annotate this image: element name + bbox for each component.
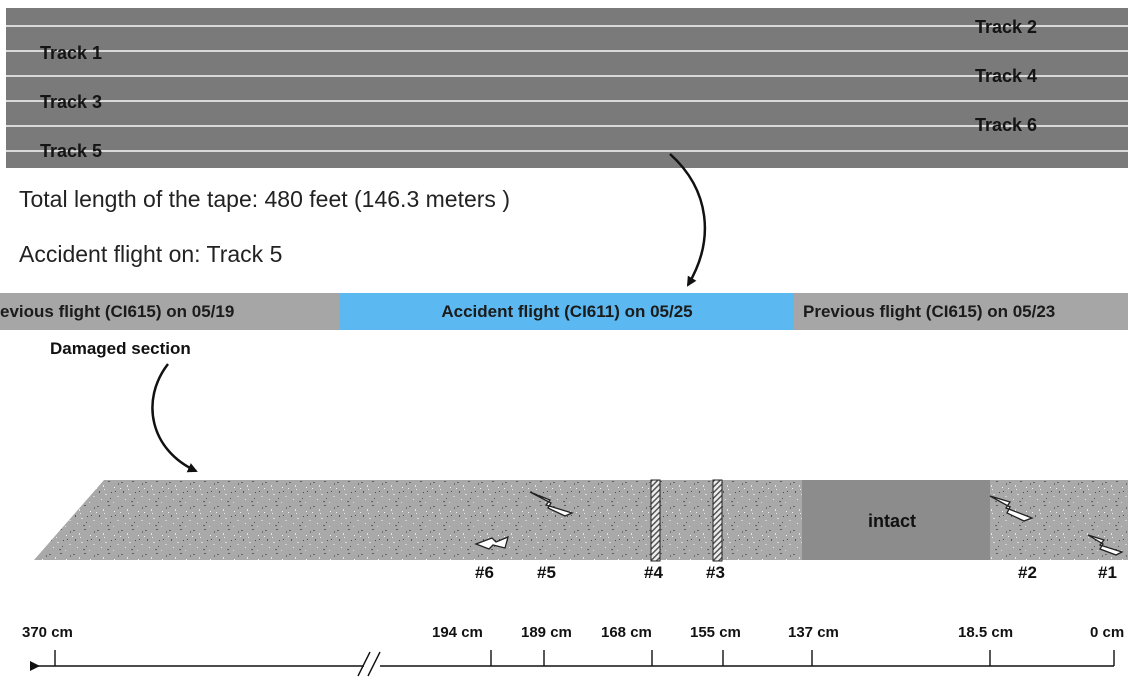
track-divider — [6, 75, 1128, 77]
track-3-label: Track 3 — [40, 92, 103, 112]
distance-scale — [30, 650, 1115, 677]
intact-label: intact — [868, 511, 917, 531]
track-2-label: Track 2 — [975, 17, 1038, 37]
total-length-text: Total length of the tape: 480 feet (146.… — [19, 186, 510, 212]
tear-icon — [474, 535, 509, 550]
magnetic-tape: Track 1 Track 2 Track 3 Track 4 Track 5 … — [6, 8, 1128, 168]
tear-icon — [989, 495, 1034, 522]
track-4-label: Track 4 — [975, 66, 1038, 86]
track-divider — [6, 150, 1128, 152]
marker-5: #5 — [537, 563, 556, 582]
scale-label-137: 137 cm — [788, 624, 839, 641]
scale-label-168: 168 cm — [601, 624, 652, 641]
tear-icon — [529, 491, 574, 517]
marker-2: #2 — [1018, 563, 1037, 582]
splice-4 — [650, 479, 661, 562]
tear-marks — [474, 491, 1124, 556]
marker-6: #6 — [475, 563, 494, 582]
damaged-tape-strip — [34, 480, 802, 560]
track-divider — [6, 125, 1128, 127]
pointer-arrow-damaged — [151, 363, 198, 473]
track-divider — [6, 100, 1128, 102]
track-1-label: Track 1 — [40, 43, 103, 63]
marker-4: #4 — [644, 563, 663, 582]
scale-label-189: 189 cm — [521, 624, 572, 641]
marker-3: #3 — [706, 563, 725, 582]
previous-flight-right-label: Previous flight (CI615) on 05/23 — [803, 301, 1056, 321]
previous-flight-left-label: evious flight (CI615) on 05/19 — [0, 301, 235, 321]
tear-icon — [1087, 534, 1124, 556]
splice-3 — [712, 479, 723, 562]
previous-flight-band-left: evious flight (CI615) on 05/19 — [0, 293, 340, 330]
scale-label-18-5: 18.5 cm — [958, 624, 1014, 641]
damaged-section-label: Damaged section — [50, 339, 191, 358]
track-divider — [6, 25, 1128, 27]
track-6-label: Track 6 — [975, 115, 1038, 135]
accident-flight-label: Accident flight (CI611) on 05/25 — [441, 301, 693, 321]
intact-tape-section — [802, 480, 990, 560]
scale-label-0: 0 cm — [1090, 624, 1125, 641]
track-divider — [6, 50, 1128, 52]
marker-1: #1 — [1098, 563, 1117, 582]
previous-flight-band-right: Previous flight (CI615) on 05/23 — [794, 293, 1128, 330]
pointer-arrow-track — [669, 153, 707, 287]
scale-label-370: 370 cm — [22, 624, 73, 641]
scale-label-155: 155 cm — [690, 624, 741, 641]
scale-label-194: 194 cm — [432, 624, 483, 641]
accident-track-text: Accident flight on: Track 5 — [19, 241, 283, 267]
track-5-label: Track 5 — [40, 141, 103, 161]
accident-flight-band: Accident flight (CI611) on 05/25 — [340, 293, 794, 330]
